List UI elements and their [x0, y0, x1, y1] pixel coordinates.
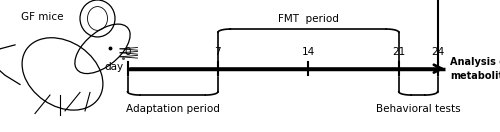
Text: 24: 24	[431, 47, 444, 57]
Text: Adaptation period: Adaptation period	[126, 104, 220, 114]
Text: FMT  period: FMT period	[278, 14, 339, 24]
Text: 21: 21	[392, 47, 406, 57]
Text: Behavioral tests: Behavioral tests	[376, 104, 460, 114]
Text: 7: 7	[214, 47, 221, 57]
Text: day: day	[104, 62, 124, 72]
Text: 0: 0	[124, 47, 131, 57]
Text: 14: 14	[302, 47, 315, 57]
Text: GF mice: GF mice	[21, 12, 64, 22]
Text: Analysis of
metabolites: Analysis of metabolites	[450, 57, 500, 81]
